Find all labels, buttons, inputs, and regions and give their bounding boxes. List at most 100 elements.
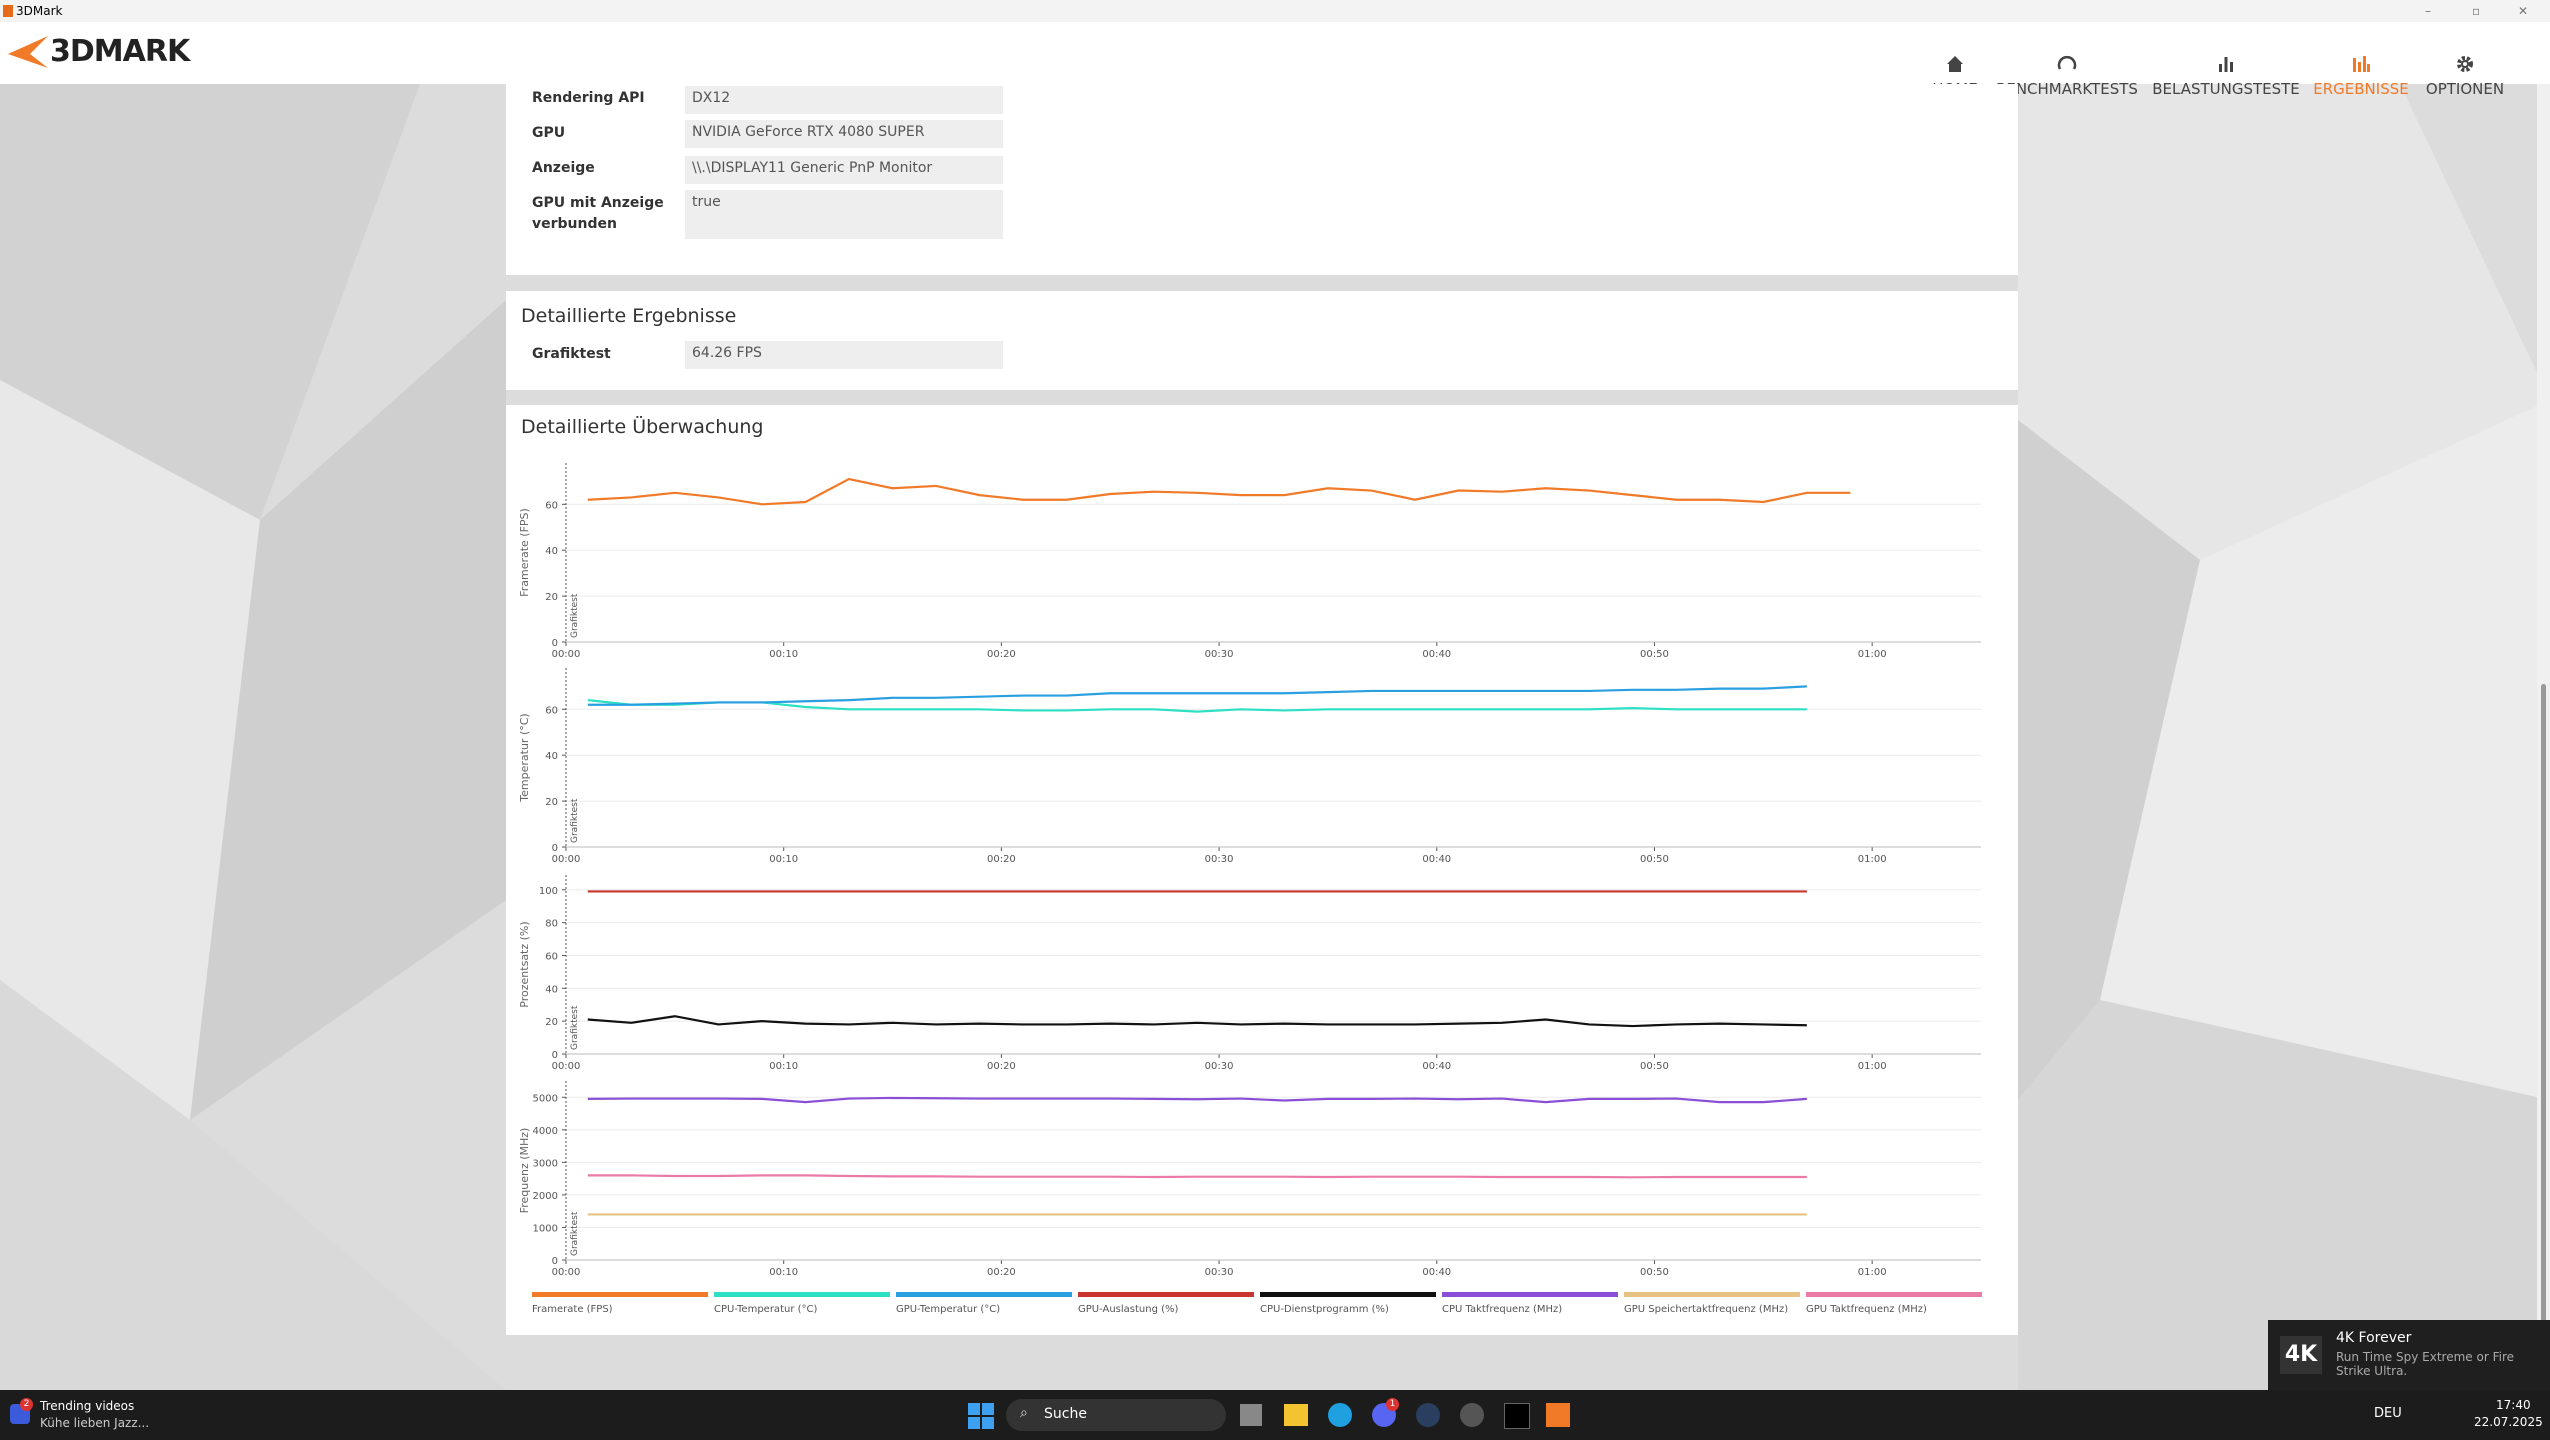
nav-results[interactable]: ERGEBNISSE: [2261, 54, 2461, 98]
series-line: [587, 699, 1807, 713]
x-tick-label: 00:40: [1422, 649, 1451, 660]
legend-swatch: [1442, 1292, 1618, 1297]
legend-label: Framerate (FPS): [532, 1304, 613, 1315]
legend-label: CPU-Dienstprogramm (%): [1260, 1304, 1389, 1315]
y-tick-label: 4000: [533, 1126, 558, 1137]
close[interactable]: ✕: [2518, 4, 2529, 18]
y-tick-label: 5000: [533, 1093, 558, 1104]
x-tick-label: 01:00: [1858, 649, 1887, 660]
edge-icon[interactable]: [1328, 1403, 1352, 1427]
taskbar: 2 Trending videos Kühe lieben Jazz... ⌕ …: [0, 1390, 2550, 1440]
maximize[interactable]: ▫: [2472, 4, 2481, 18]
scroll-thumb[interactable]: [2541, 684, 2546, 1384]
y-tick-label: 2000: [533, 1191, 558, 1202]
scrollbar[interactable]: [2537, 84, 2550, 1390]
nav-stress[interactable]: BELASTUNGSTESTE: [2126, 54, 2326, 98]
search-label[interactable]: Suche: [1044, 1406, 1087, 1422]
clock-date[interactable]: 22.07.2025: [2474, 1415, 2543, 1429]
x-tick-label: 00:10: [769, 1061, 798, 1072]
x-tick-label: 00:50: [1640, 1061, 1669, 1072]
y-tick-label: 0: [552, 1256, 558, 1267]
info-label: Rendering API: [532, 90, 645, 106]
legend-swatch: [1806, 1292, 1982, 1297]
clock-time[interactable]: 17:40: [2496, 1398, 2531, 1412]
legend-swatch: [1260, 1292, 1436, 1297]
notification-text: Run Time Spy Extreme or Fire Strike Ultr…: [2336, 1350, 2514, 1378]
x-tick-label: 00:50: [1640, 854, 1669, 865]
info-value: DX12: [685, 86, 1003, 114]
nav-label[interactable]: BELASTUNGSTESTE: [2152, 80, 2300, 98]
nav-options[interactable]: OPTIONEN: [2365, 54, 2550, 98]
taskview-icon[interactable]: [1240, 1404, 1262, 1426]
start-button[interactable]: [968, 1403, 994, 1429]
3dmark-icon[interactable]: [1546, 1403, 1570, 1427]
nav-label[interactable]: ERGEBNISSE: [2313, 80, 2409, 98]
y-tick-label: 0: [552, 638, 558, 649]
x-tick-label: 00:10: [769, 1267, 798, 1278]
legend-swatch: [896, 1292, 1072, 1297]
annotation: Grafiktest: [570, 798, 580, 843]
x-tick-label: 00:00: [552, 649, 581, 660]
x-tick-label: 00:20: [987, 1267, 1016, 1278]
x-tick-label: 00:00: [552, 854, 581, 865]
x-tick-label: 00:30: [1205, 1061, 1234, 1072]
y-tick-label: 40: [545, 984, 558, 995]
info-value: true: [685, 190, 1003, 239]
logitech-icon[interactable]: [1460, 1403, 1484, 1427]
x-tick-label: 00:20: [987, 854, 1016, 865]
info-value: \\.\DISPLAY11 Generic PnP Monitor: [685, 156, 1003, 184]
results-panel: Detaillierte Ergebnisse Grafiktest 64.26…: [506, 291, 2018, 390]
y-tick-label: 20: [545, 1017, 558, 1028]
info-label: GPU mit Anzeige verbunden: [532, 195, 664, 232]
section-title: Detaillierte Ergebnisse: [521, 305, 737, 327]
y-tick-label: 80: [545, 919, 558, 930]
y-tick-label: 20: [545, 797, 558, 808]
notification-badge: 4K: [2280, 1336, 2322, 1374]
monitoring-panel: Detaillierte Überwachung 0 20 40 60 00:00 00:…: [506, 405, 2018, 1335]
legend-label: GPU Taktfrequenz (MHz): [1806, 1304, 1927, 1315]
x-tick-label: 00:10: [769, 649, 798, 660]
title-bar: 3DMark – ▫ ✕: [0, 0, 2550, 22]
legend-label: GPU-Temperatur (°C): [896, 1304, 1000, 1315]
widget-title[interactable]: Trending videos: [40, 1399, 135, 1413]
nav-label[interactable]: BENCHMARKTESTS: [1996, 80, 2138, 98]
x-tick-label: 00:50: [1640, 1267, 1669, 1278]
y-axis-label: Framerate (FPS): [518, 508, 531, 597]
y-axis-label: Frequenz (MHz): [518, 1128, 531, 1214]
nav-benchmarks[interactable]: BENCHMARKTESTS: [1967, 54, 2167, 98]
legend-label: GPU-Auslastung (%): [1078, 1304, 1179, 1315]
app-icon[interactable]: [1504, 1403, 1530, 1429]
system-info-panel: Rendering API DX12 GPU NVIDIA GeForce RT…: [506, 84, 2018, 275]
x-tick-label: 00:30: [1205, 1267, 1234, 1278]
x-tick-label: 01:00: [1858, 854, 1887, 865]
info-label: Anzeige: [532, 160, 595, 176]
result-value: 64.26 FPS: [685, 341, 1003, 369]
x-tick-label: 00:00: [552, 1267, 581, 1278]
notification[interactable]: 4K 4K Forever Run Time Spy Extreme or Fi…: [2268, 1320, 2550, 1390]
nav-label[interactable]: OPTIONEN: [2425, 80, 2505, 98]
info-label: GPU: [532, 125, 566, 141]
series-line: [587, 1096, 1807, 1104]
x-tick-label: 00:30: [1205, 854, 1234, 865]
minimize[interactable]: –: [2425, 4, 2431, 18]
series-line: [587, 1015, 1807, 1028]
x-tick-label: 00:40: [1422, 1267, 1451, 1278]
widget-text[interactable]: Kühe lieben Jazz...: [40, 1416, 150, 1430]
result-label: Grafiktest: [532, 346, 611, 362]
y-tick-label: 60: [545, 500, 558, 511]
language[interactable]: DEU: [2374, 1406, 2402, 1421]
explorer-icon[interactable]: [1284, 1404, 1308, 1426]
x-tick-label: 00:40: [1422, 1061, 1451, 1072]
series-line: [587, 685, 1807, 706]
header: 3DMARK HOME BENCHMARKTESTS BELASTUNGSTES…: [0, 22, 2550, 98]
x-tick-label: 00:50: [1640, 649, 1669, 660]
x-tick-label: 00:20: [987, 649, 1016, 660]
steam-icon[interactable]: [1416, 1403, 1440, 1427]
legend-label: CPU-Temperatur (°C): [714, 1304, 817, 1315]
x-tick-label: 01:00: [1858, 1267, 1887, 1278]
x-tick-label: 00:00: [552, 1061, 581, 1072]
y-axis-label: Temperatur (°C): [518, 713, 531, 802]
series-line: [587, 477, 1851, 506]
search-box[interactable]: ⌕ Suche: [1006, 1399, 1226, 1431]
